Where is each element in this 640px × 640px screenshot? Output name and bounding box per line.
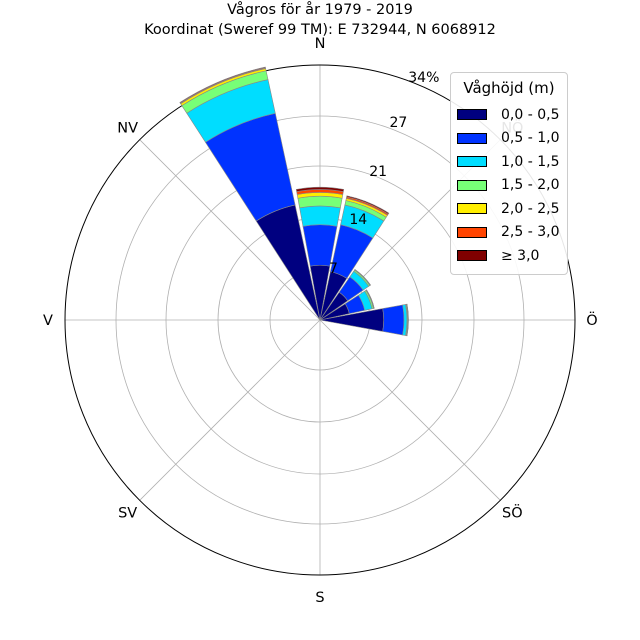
chart-title-line1: Vågros för år 1979 - 2019 (227, 1, 413, 18)
bar-segment-sector4-bin2 (300, 206, 341, 226)
legend-label: 2,5 - 3,0 (501, 224, 559, 240)
legend-item: 0,5 - 1,0 (457, 127, 561, 151)
legend-label: 1,5 - 2,0 (501, 177, 559, 193)
legend-item: 1,5 - 2,0 (457, 174, 561, 198)
bar-segment-sector4-bin1 (303, 225, 337, 266)
direction-label-NV: NV (117, 121, 138, 137)
legend-swatch (457, 250, 487, 261)
direction-label-SÖ: SÖ (502, 503, 523, 521)
direction-label-SV: SV (118, 505, 137, 521)
direction-label-S: S (315, 590, 324, 606)
legend-item: 2,5 - 3,0 (457, 221, 561, 245)
legend-label: 0,5 - 1,0 (501, 130, 559, 146)
legend-label: ≥ 3,0 (501, 248, 539, 264)
bar-segment-sector0-bin1 (383, 305, 404, 335)
grid-spoke (140, 320, 320, 500)
legend-swatch (457, 227, 487, 238)
legend-swatch (457, 203, 487, 214)
legend-label: 0,0 - 0,5 (501, 107, 559, 123)
legend-item: 2,0 - 2,5 (457, 197, 561, 221)
legend-item: 0,0 - 0,5 (457, 103, 561, 127)
legend-item: ≥ 3,0 (457, 244, 561, 268)
radial-tick-label: 21 (369, 164, 387, 180)
direction-label-N: N (315, 36, 326, 52)
legend-item: 1,0 - 1,5 (457, 150, 561, 174)
radial-tick-label: 7 (329, 261, 338, 277)
direction-label-Ö: Ö (586, 311, 597, 329)
legend-label: 2,0 - 2,5 (501, 201, 559, 217)
legend: Våghöjd (m) 0,0 - 0,5 0,5 - 1,0 1,0 - 1,5 1… (450, 72, 568, 275)
legend-label: 1,0 - 1,5 (501, 154, 559, 170)
legend-swatch (457, 133, 487, 144)
radial-tick-label: 14 (349, 212, 367, 228)
radial-tick-label: 34% (408, 70, 439, 86)
bar-segment-sector4-bin3 (298, 196, 342, 208)
sector-bars (180, 67, 409, 336)
legend-swatch (457, 109, 487, 120)
legend-swatch (457, 180, 487, 191)
direction-label-V: V (43, 313, 53, 329)
grid-spoke (320, 320, 500, 500)
radial-tick-label: 27 (390, 115, 408, 131)
legend-title: Våghöjd (m) (457, 79, 561, 97)
legend-swatch (457, 156, 487, 167)
